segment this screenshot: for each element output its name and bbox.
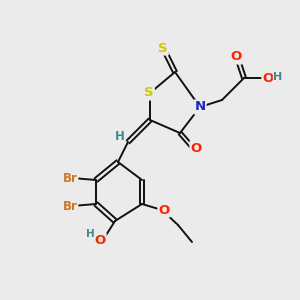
Text: Br: Br bbox=[63, 172, 77, 184]
Text: S: S bbox=[144, 86, 154, 100]
Text: Br: Br bbox=[63, 200, 77, 212]
Text: O: O bbox=[262, 71, 274, 85]
Text: O: O bbox=[230, 50, 242, 64]
Text: O: O bbox=[190, 142, 202, 154]
Text: H: H bbox=[85, 229, 94, 239]
Text: O: O bbox=[158, 203, 169, 217]
Text: H: H bbox=[273, 72, 283, 82]
Text: O: O bbox=[94, 233, 106, 247]
Text: H: H bbox=[115, 130, 125, 143]
Text: S: S bbox=[158, 41, 168, 55]
Text: N: N bbox=[194, 100, 206, 113]
